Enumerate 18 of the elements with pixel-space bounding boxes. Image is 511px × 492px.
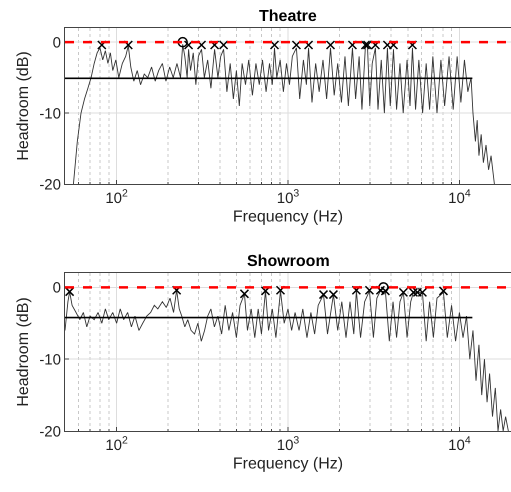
y-tick-label: -20	[39, 423, 61, 440]
x-tick-label: 10$^{3}$	[276, 188, 300, 207]
y-tick-label: -20	[39, 176, 61, 194]
x-tick-label: 10$^{3}$	[276, 434, 300, 454]
chart-title: Showroom	[247, 253, 330, 270]
chart-title: Theatre	[259, 8, 317, 25]
y-tick-label: 0	[52, 34, 61, 52]
y-tick-label: 0	[52, 280, 61, 297]
x-axis-title: Frequency (Hz)	[232, 456, 344, 473]
x-tick-label: 10$^{4}$	[448, 434, 471, 454]
y-axis-title: Headroom (dB)	[15, 297, 32, 407]
y-axis-title: Headroom (dB)	[15, 51, 32, 161]
y-tick-label: -10	[39, 351, 61, 368]
x-tick-label: 10$^{2}$	[105, 188, 128, 207]
x-tick-label: 10$^{2}$	[105, 434, 128, 454]
x-axis-title: Frequency (Hz)	[232, 208, 344, 226]
x-tick-label: 10$^{4}$	[448, 188, 471, 207]
y-tick-label: -10	[39, 105, 61, 122]
